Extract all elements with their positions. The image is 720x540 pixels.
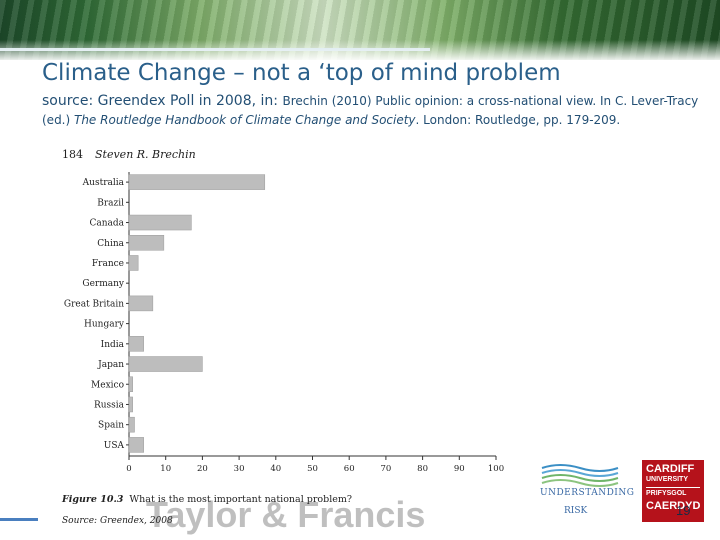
category-label: USA	[104, 441, 125, 451]
category-label: Great Britain	[64, 299, 124, 309]
x-tick-label: 10	[160, 464, 171, 474]
cardiff-line1: CARDIFF	[646, 463, 695, 475]
cardiff-line3: PRIFYSGOL	[646, 490, 687, 497]
waves-icon	[541, 464, 619, 487]
category-label: China	[97, 239, 124, 249]
understanding-risk-top-text: UNDERSTANDING	[540, 488, 635, 498]
x-tick-label: 40	[270, 464, 281, 474]
bar	[128, 255, 139, 271]
x-tick-label: 80	[417, 464, 428, 474]
source-citation: source: Greendex Poll in 2008, in: Brech…	[42, 92, 702, 130]
book-author: Steven R. Brechin	[95, 148, 196, 161]
chart-marks: Australia Brazil Canada China France Germany G…	[64, 172, 504, 474]
bar	[128, 356, 203, 372]
source-head: source: Greendex Poll in 2008, in:	[42, 93, 283, 109]
bar	[128, 214, 192, 231]
source-text: Brechin (2010) Public opinion: a cross-n…	[42, 94, 699, 127]
cardiff-line2: UNIVERSITY	[646, 476, 689, 483]
book-page-number: 184	[62, 148, 83, 161]
footer-accent-line	[0, 518, 38, 521]
category-label: India	[101, 340, 125, 350]
book-page-header: 184 Steven R. Brechin	[62, 148, 196, 161]
bar	[128, 396, 133, 413]
x-tick-label: 30	[234, 464, 245, 474]
bar	[128, 336, 144, 352]
bar	[128, 295, 154, 312]
slide-number: 19	[676, 503, 691, 518]
cardiff-university-logo: CARDIFF UNIVERSITY PRIFYSGOL CAERDYD	[642, 460, 704, 522]
category-label: Germany	[82, 279, 125, 289]
category-label: Russia	[94, 400, 125, 410]
category-label: Spain	[98, 421, 124, 431]
category-label: Australia	[82, 178, 125, 188]
slide-title: Climate Change – not a ‘top of mind prob…	[42, 60, 561, 86]
figure-caption-text: What is the most important national prob…	[129, 494, 352, 505]
x-tick-label: 90	[454, 464, 465, 474]
header-banner	[0, 0, 720, 60]
publisher-watermark: Taylor & Francis	[146, 494, 426, 535]
x-tick-label: 20	[197, 464, 208, 474]
x-tick-label: 100	[488, 464, 504, 474]
x-tick-label: 0	[126, 464, 131, 474]
bar	[128, 376, 133, 392]
figure-source-note: Source: Greendex, 2008	[62, 516, 173, 526]
x-tick-label: 70	[380, 464, 391, 474]
figure-caption: Figure 10.3 What is the most important na…	[62, 494, 352, 505]
category-label: France	[92, 259, 124, 269]
bar	[128, 235, 165, 251]
bar	[128, 416, 135, 433]
cardiff-line4: CAERDYD	[646, 500, 701, 512]
x-tick-label: 60	[344, 464, 355, 474]
category-label: Mexico	[91, 380, 124, 390]
x-tick-label: 50	[307, 464, 318, 474]
banner-fade	[0, 40, 720, 60]
category-label: Japan	[97, 360, 124, 370]
category-label: Canada	[89, 219, 124, 229]
understanding-risk-logo: UNDERSTANDING RISK	[536, 462, 634, 522]
cardiff-rule	[646, 487, 700, 488]
source-tail: . London: Routledge, pp. 179-209.	[415, 113, 621, 127]
figure-label: Figure 10.3	[62, 494, 124, 505]
category-label: Hungary	[84, 320, 125, 330]
bar	[128, 437, 144, 453]
understanding-risk-bottom-text: RISK	[564, 506, 588, 516]
bar	[128, 174, 266, 190]
source-book-title: The Routledge Handbook of Climate Change…	[74, 113, 416, 127]
category-label: Brazil	[97, 198, 124, 208]
